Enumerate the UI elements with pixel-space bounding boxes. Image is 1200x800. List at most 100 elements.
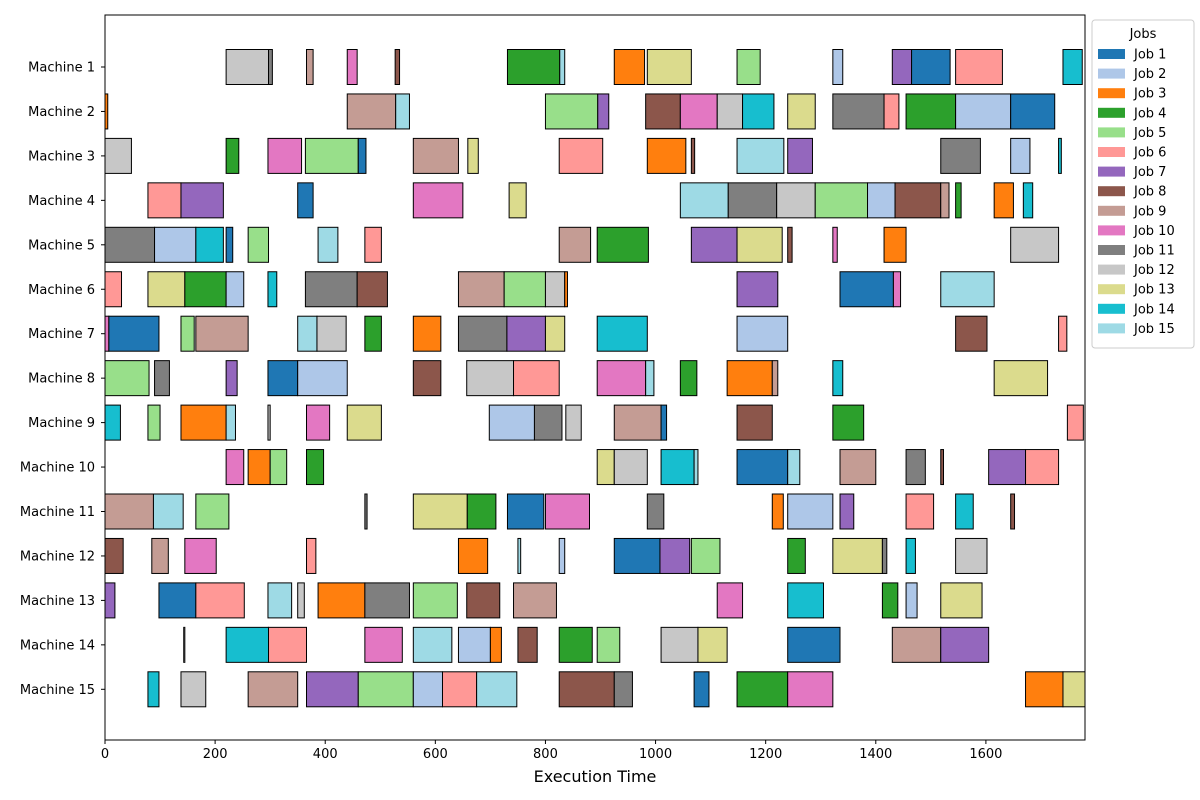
task-bar-m3-j7-41: [787, 137, 813, 174]
x-axis-title: Execution Time: [534, 767, 657, 786]
legend-swatch: [1098, 68, 1125, 79]
task-bar-m1-j15-6: [559, 49, 566, 85]
task-bar-m2-j15-17: [395, 93, 410, 130]
x-tick-label: 1000: [639, 747, 672, 762]
task-bar-m2-j1-29: [1010, 93, 1056, 130]
task-bar-m14-j5-204: [596, 626, 621, 663]
task-bar-m12-j11-177: [881, 537, 888, 574]
task-bar-m15-j9-212: [247, 671, 299, 708]
task-bar-m5-j14-62: [195, 226, 224, 263]
x-tick-label: 200: [203, 747, 228, 762]
y-axis: Machine 1 Machine 2 Machine 3 Machine 4 Mach…: [20, 61, 105, 698]
task-bar-m15-j15-217: [476, 671, 518, 708]
task-bar-m13-j15-183: [267, 582, 293, 619]
task-bar-m4-j15-50: [679, 182, 729, 219]
task-bar-m15-j6-216: [441, 671, 478, 708]
x-tick-label: 600: [423, 747, 448, 762]
task-bar-m8-j3-116: [726, 360, 773, 397]
task-bar-m1-j12-0: [225, 49, 270, 85]
y-tick-label: Machine 14: [20, 638, 95, 653]
legend-label: Job 4: [1133, 106, 1166, 121]
task-bar-m11-j3-159: [771, 493, 784, 530]
task-bar-m2-j5-18: [544, 93, 599, 130]
task-bar-m13-j13-194: [940, 582, 983, 619]
legend-items: Job 1 Job 2 Job 3 Job 4 Job 5 Job 6 Job 7 Job 8…: [1098, 48, 1175, 337]
task-bar-m15-j10-222: [787, 671, 834, 708]
task-bar-m10-j12-140: [613, 449, 648, 486]
task-bar-m10-j5-137: [269, 449, 288, 486]
task-bar-m15-j11-219: [613, 671, 633, 708]
task-bar-m14-j3-201: [489, 626, 502, 663]
legend-label: Job 3: [1133, 87, 1166, 102]
task-bar-m1-j5-9: [736, 49, 761, 85]
task-bar-m12-j12-179: [955, 537, 988, 574]
task-bar-m3-j2-43: [1010, 137, 1031, 174]
task-bar-m15-j12-211: [180, 671, 207, 708]
legend-swatch: [1098, 186, 1125, 197]
task-bar-m15-j14-210: [147, 671, 160, 708]
task-bar-m9-j2-127: [488, 404, 535, 441]
legend-label: Job 1: [1133, 48, 1166, 63]
legend-label: Job 14: [1133, 302, 1175, 317]
task-bar-m13-j14-191: [787, 582, 824, 619]
task-bar-m8-j9-117: [771, 360, 779, 397]
task-bar-m4-j7-46: [180, 182, 224, 219]
y-tick-label: Machine 6: [28, 283, 95, 298]
task-bar-m10-j11-146: [905, 449, 926, 486]
task-bar-m8-j12-111: [466, 360, 515, 397]
task-bar-m15-j3-223: [1025, 671, 1064, 708]
task-bar-m6-j5-83: [503, 271, 546, 308]
task-bar-m9-j4-133: [832, 404, 865, 441]
task-bar-m13-j6-182: [195, 582, 245, 619]
task-bar-m2-j13-24: [787, 93, 816, 130]
task-bar-m5-j10-72: [832, 226, 838, 263]
task-bar-m7-j3-97: [412, 315, 442, 352]
task-bar-m10-j9-145: [839, 449, 877, 486]
task-bar-m11-j11-153: [364, 493, 368, 530]
task-bar-m1-j14-14: [1062, 49, 1083, 85]
task-bar-m8-j7-107: [225, 360, 238, 397]
task-bar-m4-j9-56: [940, 182, 950, 219]
x-axis: 0 200 400 600 800 1000 1200 1400 1600: [101, 740, 1002, 762]
task-bar-m5-j1-63: [225, 226, 234, 263]
task-bar-m6-j15-89: [940, 271, 995, 308]
task-bar-m15-j5-214: [357, 671, 414, 708]
x-tick-label: 0: [101, 747, 109, 762]
task-bar-m9-j1-131: [660, 404, 668, 441]
task-bar-m10-j13-139: [596, 449, 615, 486]
task-bar-m1-j6-13: [955, 49, 1003, 85]
task-bar-m15-j7-213: [306, 671, 359, 708]
task-bar-m3-j6-37: [558, 137, 604, 174]
legend-label: Job 12: [1133, 263, 1175, 278]
task-bar-m11-j15-151: [152, 493, 184, 530]
task-bar-m6-j14-79: [267, 271, 278, 308]
task-bar-m13-j3-185: [317, 582, 366, 619]
task-bar-m6-j1-87: [839, 271, 894, 308]
task-bar-m8-j4-115: [679, 360, 698, 397]
task-bar-m10-j15-144: [787, 449, 801, 486]
legend-label: Job 13: [1133, 283, 1175, 298]
task-bar-m1-j2-10: [832, 49, 844, 85]
task-bar-m12-j5-174: [690, 537, 721, 574]
task-bar-m1-j4-5: [506, 49, 561, 85]
task-bar-m5-j7-69: [690, 226, 738, 263]
legend-swatch: [1098, 147, 1125, 157]
task-bar-m4-j6-45: [147, 182, 182, 219]
task-bar-m11-j5-152: [195, 493, 230, 530]
task-bar-m12-j9-166: [151, 537, 169, 574]
task-bar-m11-j4-155: [466, 493, 497, 530]
task-bar-m2-j9-16: [346, 93, 397, 130]
task-bar-m8-j6-112: [513, 360, 560, 397]
task-bar-m12-j3-169: [457, 537, 489, 574]
task-bar-m14-j15-199: [412, 626, 453, 663]
task-bar-m9-j14-120: [104, 404, 121, 441]
legend-label: Job 8: [1133, 185, 1166, 200]
task-bar-m9-j13-126: [346, 404, 382, 441]
task-bar-m4-j8-55: [894, 182, 942, 219]
task-bar-m6-j8-81: [356, 271, 388, 308]
y-tick-label: Machine 1: [28, 61, 95, 76]
legend: Jobs Job 1 Job 2 Job 3 Job 4 Job 5 Job 6 Job 7…: [1091, 19, 1195, 349]
task-bar-m2-j6-26: [883, 93, 900, 130]
legend-swatch: [1098, 245, 1125, 255]
